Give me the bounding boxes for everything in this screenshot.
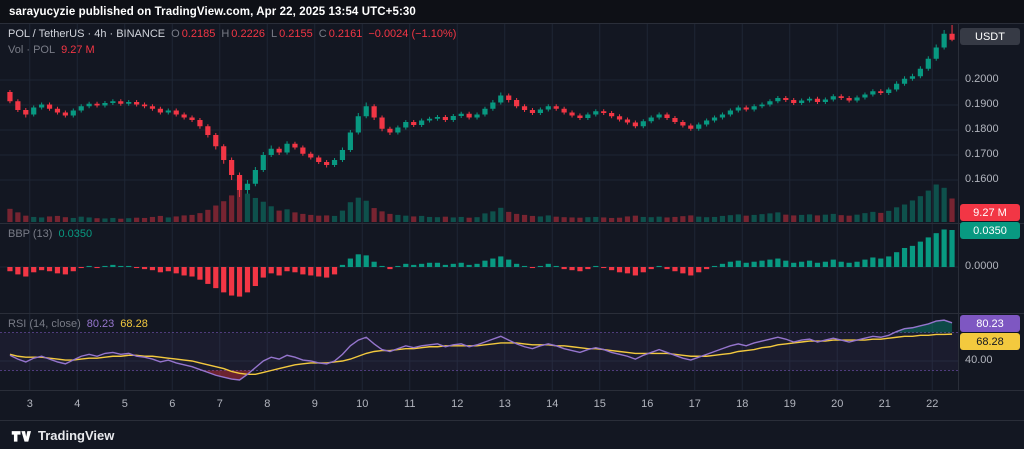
rsi-ma-value: 68.28: [120, 318, 148, 330]
time-axis-label: 13: [498, 398, 511, 410]
time-axis-label: 15: [593, 398, 606, 410]
time-axis-label: 4: [74, 398, 81, 410]
time-axis-label: 6: [169, 398, 176, 410]
ohlc-open: O 0.2185: [171, 28, 216, 40]
volume-label: Vol · POL: [8, 44, 56, 56]
ohlc-change: −0.0024 (−1.10%): [368, 28, 457, 40]
time-axis-label: 21: [878, 398, 891, 410]
publish-info-bar: sarayucyzie published on TradingView.com…: [0, 0, 1024, 24]
price-axis-label: 0.1600: [965, 173, 999, 185]
tradingview-logo-icon[interactable]: [10, 425, 31, 446]
rsi-ma-last-badge: 68.28: [960, 333, 1020, 350]
rsi-last-badge: 80.23: [960, 315, 1020, 332]
price-axis-label: 0.2000: [965, 73, 999, 85]
publish-info-text: sarayucyzie published on TradingView.com…: [9, 5, 416, 18]
volume-value: 9.27 M: [61, 44, 95, 56]
price-axis-label: 0.1700: [965, 148, 999, 160]
volume-last-badge: 9.27 M: [960, 204, 1020, 221]
price-scale[interactable]: USDT 9.27 M 0.0350 0.0000 80.23 68.28 40…: [958, 0, 1024, 421]
time-axis-label: 5: [121, 398, 128, 410]
rsi-value: 80.23: [86, 318, 115, 330]
bbp-legend[interactable]: BBP (13) 0.0350: [8, 228, 92, 240]
time-axis-label: 10: [356, 398, 369, 410]
tradingview-wordmark[interactable]: TradingView: [38, 427, 115, 443]
quote-currency-badge: USDT: [960, 28, 1020, 45]
time-axis-label: 12: [451, 398, 464, 410]
price-axis-label: 0.1900: [965, 98, 999, 110]
ohlc-close: C 0.2161: [318, 28, 363, 40]
price-pane-legend[interactable]: POL / TetherUS · 4h · BINANCE O 0.2185 H…: [8, 28, 456, 40]
time-axis-label: 22: [926, 398, 939, 410]
time-axis-label: 17: [688, 398, 701, 410]
ohlc-high: H 0.2226: [221, 28, 265, 40]
footer-bar: TradingView: [0, 420, 1024, 449]
price-axis-label: 0.1800: [965, 123, 999, 135]
bbp-last-badge: 0.0350: [960, 222, 1020, 239]
time-axis-label: 3: [26, 398, 33, 410]
bbp-zero-label: 0.0000: [965, 260, 999, 272]
bbp-title: BBP (13): [8, 228, 53, 240]
time-axis-label: 18: [736, 398, 749, 410]
symbol-title[interactable]: POL / TetherUS · 4h · BINANCE: [8, 28, 166, 40]
rsi-title: RSI (14, close): [8, 318, 81, 330]
rsi-level-label: 40.00: [965, 354, 993, 366]
time-axis-label: 19: [783, 398, 796, 410]
time-scale[interactable]: 3 4 5 6 7 8 9 10 11 12 13 14 15 16 17 18 19 20 21 22: [0, 391, 958, 420]
time-axis-label: 16: [641, 398, 654, 410]
time-axis-label: 20: [831, 398, 844, 410]
volume-legend[interactable]: Vol · POL 9.27 M: [8, 44, 95, 56]
rsi-legend[interactable]: RSI (14, close) 80.23 68.28: [8, 318, 148, 330]
time-axis-label: 7: [216, 398, 223, 410]
ohlc-low: L 0.2155: [270, 28, 313, 40]
bbp-value: 0.0350: [58, 228, 93, 240]
time-axis-label: 8: [264, 398, 271, 410]
time-axis-label: 14: [546, 398, 559, 410]
time-axis-label: 9: [311, 398, 318, 410]
time-axis-label: 11: [404, 398, 416, 410]
